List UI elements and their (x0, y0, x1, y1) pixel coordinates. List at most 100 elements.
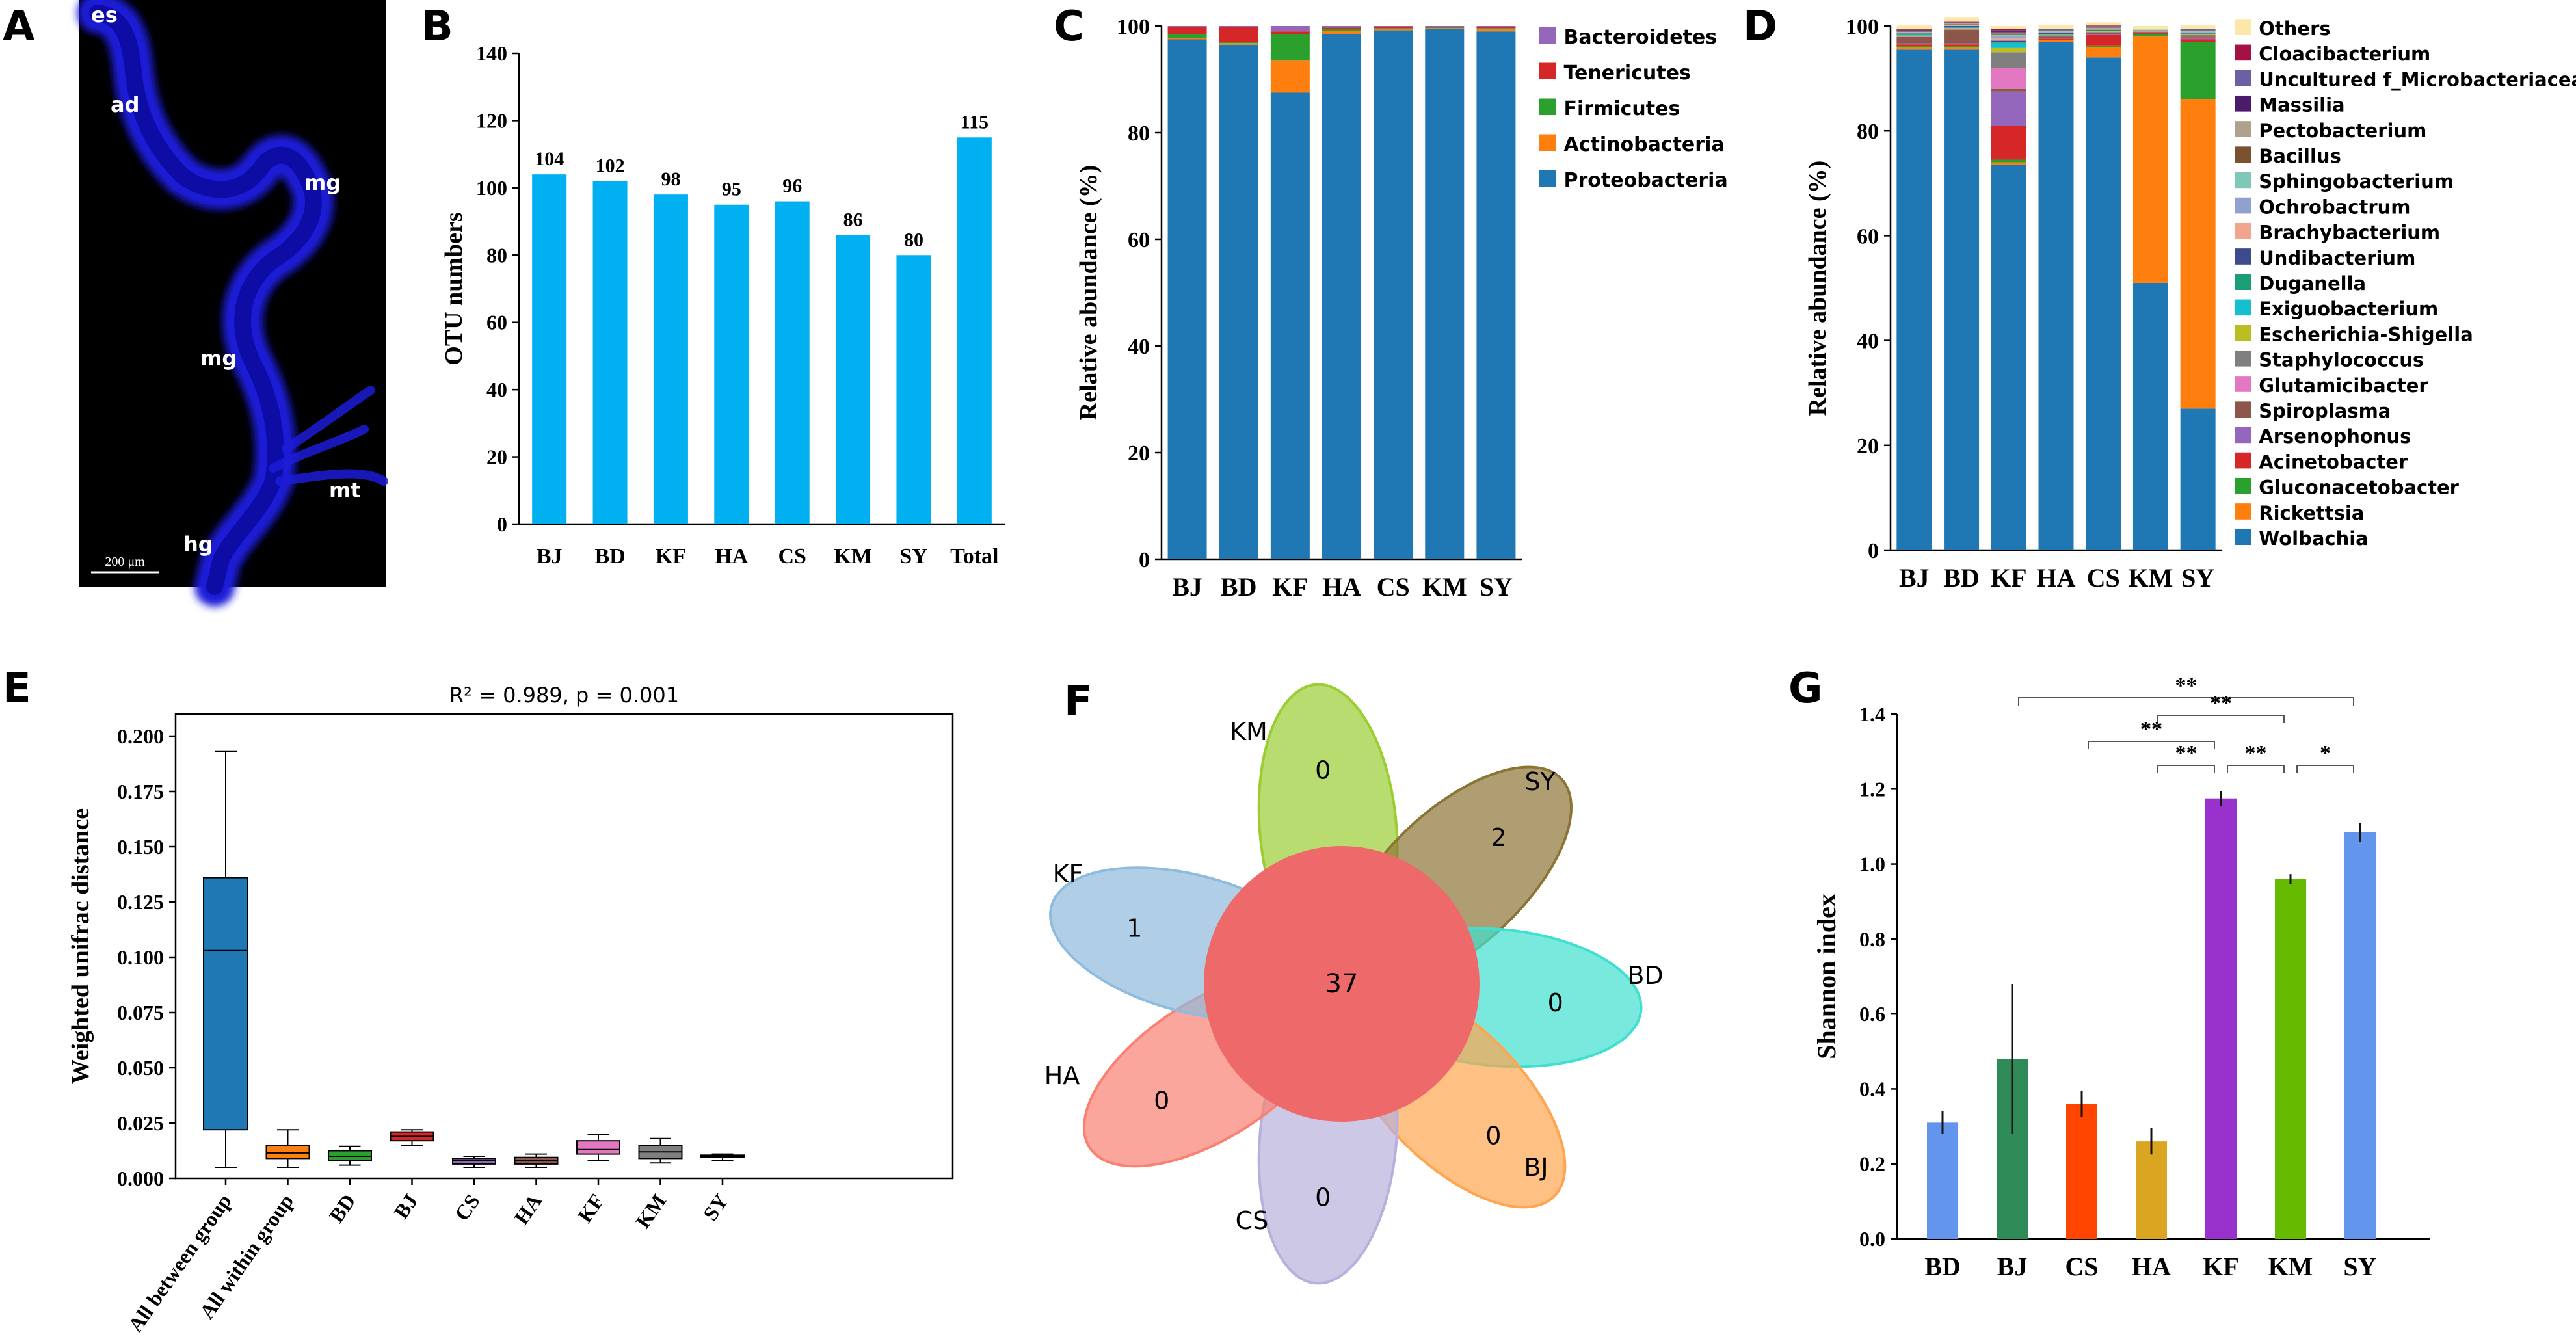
legend-label: Escherichia-Shigella (2259, 323, 2473, 345)
y-tick-label: 100 (1117, 15, 1150, 39)
significance-label: ** (2210, 691, 2232, 715)
bar-segment (1425, 27, 1465, 29)
legend-label: Undibacterium (2259, 247, 2415, 269)
x-tick-label: BJ (1172, 572, 1202, 602)
bar-bj (532, 174, 567, 525)
data-label: 98 (661, 168, 680, 190)
legend-swatch (2235, 70, 2251, 86)
panel-f-venn-flower: 0 KM 2 SY 0 BD 0 BJ 0 CS 0 HA 1 KF 37 (1044, 683, 1664, 1285)
bar-segment (1896, 33, 1932, 34)
bar-segment (1944, 22, 1980, 23)
legend-swatch (2235, 325, 2251, 341)
x-tick-label: KF (573, 1189, 609, 1226)
y-tick-label: 80 (486, 243, 507, 267)
micro-label-mg-upper: mg (304, 170, 341, 195)
bar-segment (2086, 34, 2121, 35)
x-tick-label: CS (2087, 563, 2120, 592)
bar-segment (1991, 30, 2026, 32)
x-tick-label: CS (450, 1189, 485, 1225)
bar-segment (2086, 26, 2121, 27)
y-tick-label: 0.025 (117, 1111, 164, 1135)
panel-letter-a: A (3, 3, 35, 51)
bar-segment (2132, 33, 2168, 34)
legend-label: Spiroplasma (2259, 400, 2391, 422)
x-tick-label: SY (2181, 563, 2214, 592)
legend-swatch (2235, 19, 2251, 35)
data-label: 102 (596, 155, 625, 177)
x-tick-label: KM (2128, 563, 2173, 592)
bar-segment (1374, 28, 1413, 29)
x-tick-label: SY (899, 544, 927, 568)
y-tick-label: 120 (476, 109, 507, 132)
bar-segment (2086, 31, 2121, 32)
bar-segment (2180, 31, 2216, 32)
bar-segment (2038, 29, 2074, 30)
x-tick-label: KM (631, 1189, 671, 1232)
bar-segment (2180, 99, 2216, 409)
legend-swatch (2235, 376, 2251, 392)
bar-segment (1270, 26, 1310, 32)
micro-label-hg: hg (183, 532, 213, 557)
micro-label-es: es (91, 3, 118, 27)
bar-segment (1167, 39, 1207, 559)
x-tick-label: BJ (1899, 563, 1930, 592)
bar-segment (1476, 31, 1516, 559)
legend-swatch (2235, 146, 2251, 163)
x-tick-label: BJ (537, 544, 563, 568)
y-tick-label: 40 (1128, 335, 1150, 359)
bar-segment (2038, 34, 2074, 36)
legend-swatch (2235, 274, 2251, 290)
panel-a-micrograph: es ad mg mg mt hg 200 μm (77, 0, 388, 607)
bar-segment (2038, 25, 2074, 29)
legend-label: Bacteroidetes (1564, 26, 1718, 49)
bar-segment (2180, 42, 2216, 99)
bar-segment (2086, 25, 2121, 26)
petal-label: CS (1236, 1206, 1269, 1235)
legend-label: Arsenophonus (2259, 425, 2411, 447)
legend-label: Tenericutes (1564, 62, 1691, 85)
panel-c-phylum-chart: 0 20 40 60 80 100 BJ BD KF HA CS KM SY Relative abund… (1075, 15, 1728, 602)
y-tick-label: 0.0 (1859, 1227, 1885, 1251)
bar-segment (1322, 29, 1361, 31)
significance-bracket (2157, 715, 2285, 723)
bar-segment (1944, 29, 1980, 30)
bar-segment (1991, 40, 2026, 42)
bar-segment (1944, 47, 1980, 50)
bar-segment (2038, 34, 2074, 35)
legend-label: Ochrobactrum (2259, 196, 2410, 218)
bar-segment (1991, 38, 2026, 41)
malpighian-tubules (269, 386, 388, 486)
bar-segment (1944, 44, 1980, 46)
bar-segment (2038, 38, 2074, 40)
significance-label: ** (2245, 741, 2267, 765)
bar-segment (1425, 26, 1465, 27)
data-label: 96 (782, 176, 802, 197)
bar-segment (1374, 30, 1413, 560)
bar-segment (1896, 49, 1932, 550)
bar-segment (1896, 34, 1932, 35)
box-1 (265, 1145, 310, 1160)
bar-segment (1991, 68, 2026, 89)
panel-b-otu-chart: 0 20 40 60 80 100 120 140 104 BJ 102 BD 98 KF 95 HA 96 CS… (440, 42, 1005, 568)
x-tick-label: HA (715, 544, 748, 568)
bar-kf (653, 194, 688, 524)
bar-segment (1896, 36, 1932, 37)
y-tick-label: 60 (1128, 228, 1150, 252)
bar-segment (2180, 33, 2216, 34)
bar-segment (1991, 159, 2026, 163)
y-tick-label: 0.4 (1859, 1077, 1885, 1100)
legend-label: Proteobacteria (1564, 169, 1728, 192)
bar-segment (1896, 29, 1932, 30)
bar-segment (1991, 31, 2026, 33)
legend-label: Exiguobacterium (2259, 298, 2438, 320)
y-tick-label: 60 (1857, 224, 1879, 248)
bar-segment (2038, 36, 2074, 38)
bar-segment (2086, 45, 2121, 47)
y-tick-label: 1.0 (1859, 853, 1885, 876)
legend-label: Sphingobacterium (2259, 170, 2454, 192)
bar-segment (1425, 27, 1465, 28)
bar-segment (2038, 42, 2074, 551)
y-tick-label: 0 (1139, 548, 1150, 572)
bar-segment (1167, 27, 1207, 34)
